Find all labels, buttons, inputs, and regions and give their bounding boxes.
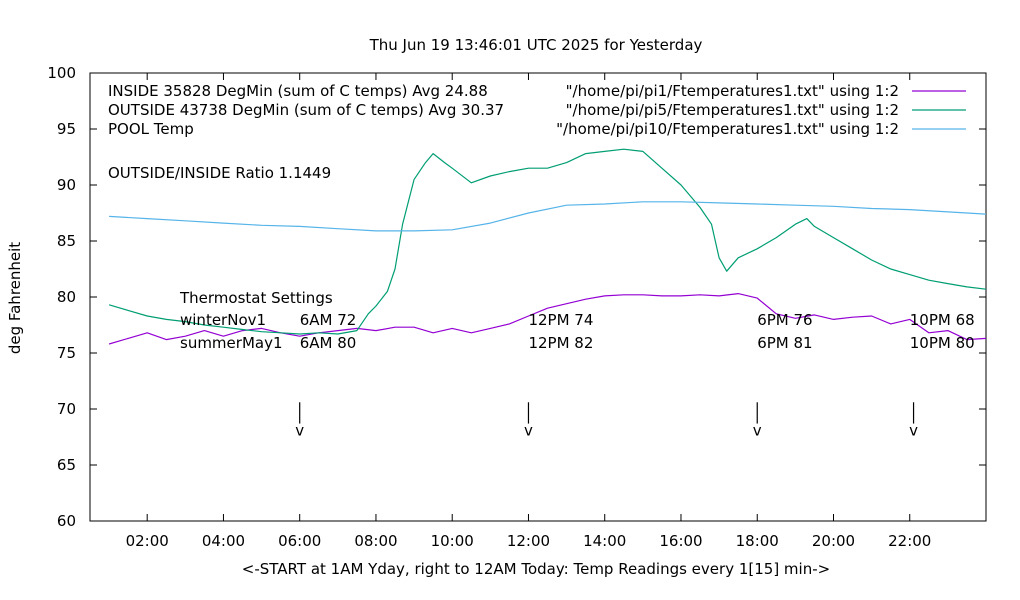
- time-marker-label: v: [909, 422, 918, 440]
- y-tick-label: 100: [47, 64, 76, 82]
- legend-entry-source: "/home/pi/pi1/Ftemperatures1.txt" using …: [566, 82, 899, 100]
- x-tick-label: 16:00: [659, 532, 702, 550]
- x-tick-label: 18:00: [736, 532, 779, 550]
- thermostat-setting: 6AM 80: [300, 334, 357, 352]
- x-tick-label: 22:00: [888, 532, 931, 550]
- x-tick-label: 04:00: [202, 532, 245, 550]
- legend-entry-name: INSIDE 35828 DegMin (sum of C temps) Avg…: [108, 82, 488, 100]
- y-tick-label: 80: [57, 288, 76, 306]
- y-tick-label: 70: [57, 400, 76, 418]
- x-tick-label: 02:00: [126, 532, 169, 550]
- legend-entry-name: POOL Temp: [108, 120, 194, 138]
- thermostat-setting: 6PM 81: [757, 334, 812, 352]
- thermostat-row-name: summerMay1: [180, 334, 283, 352]
- series-layer: [108, 148, 987, 345]
- legend-entry-name: OUTSIDE 43738 DegMin (sum of C temps) Av…: [108, 101, 504, 119]
- thermostat-setting: 10PM 80: [910, 334, 975, 352]
- y-tick-label: 85: [57, 232, 76, 250]
- thermostat-setting: 12PM 82: [528, 334, 593, 352]
- y-tick-label: 65: [57, 456, 76, 474]
- x-tick-label: 12:00: [507, 532, 550, 550]
- series-line-3: [109, 201, 987, 232]
- y-tick-label: 60: [57, 512, 76, 530]
- chart-title: Thu Jun 19 13:46:01 UTC 2025 for Yesterd…: [369, 36, 703, 54]
- thermostat-row-name: winterNov1: [180, 311, 266, 329]
- legend-entry-source: "/home/pi/pi10/Ftemperatures1.txt" using…: [556, 120, 899, 138]
- annotation-layer: OUTSIDE/INSIDE Ratio 1.1449 Thermostat Se…: [108, 164, 975, 440]
- legend-entry-source: "/home/pi/pi5/Ftemperatures1.txt" using …: [566, 101, 899, 119]
- y-axis-label: deg Fahrenheit: [6, 242, 24, 354]
- x-tick-label: 20:00: [812, 532, 855, 550]
- x-tick-label: 14:00: [583, 532, 626, 550]
- x-axis-label: <-START at 1AM Yday, right to 12AM Today…: [242, 560, 830, 578]
- legend: INSIDE 35828 DegMin (sum of C temps) Avg…: [108, 82, 966, 138]
- series-line-2: [108, 148, 987, 335]
- axes-layer: 60 65 70 75 80 85 90 95 100 02:00 04:00 06:00 08:00 1…: [47, 64, 987, 550]
- y-tick-label: 75: [57, 344, 76, 362]
- y-tick-label: 95: [57, 120, 76, 138]
- y-tick-label: 90: [57, 176, 76, 194]
- ratio-annotation: OUTSIDE/INSIDE Ratio 1.1449: [108, 164, 331, 182]
- time-marker-label: v: [295, 422, 304, 440]
- time-marker-label: v: [524, 422, 533, 440]
- thermostat-setting: 12PM 74: [528, 311, 593, 329]
- x-tick-label: 06:00: [278, 532, 321, 550]
- thermostat-setting: 6PM 76: [757, 311, 812, 329]
- time-marker-label: v: [753, 422, 762, 440]
- x-tick-label: 10:00: [431, 532, 474, 550]
- thermostat-title: Thermostat Settings: [179, 289, 333, 307]
- x-tick-label: 08:00: [354, 532, 397, 550]
- series-line-1: [108, 293, 987, 345]
- thermostat-setting: 10PM 68: [910, 311, 975, 329]
- thermostat-setting: 6AM 72: [300, 311, 357, 329]
